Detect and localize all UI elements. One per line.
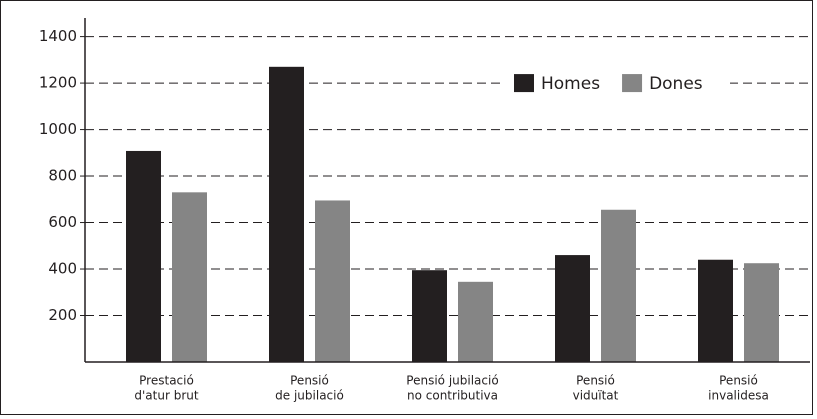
bar <box>601 209 636 362</box>
bar <box>458 281 493 362</box>
y-tick-label: 600 <box>48 213 77 231</box>
legend-label: Dones <box>649 74 703 94</box>
x-tick-label: de jubilació <box>275 389 344 403</box>
bar <box>126 150 161 362</box>
x-tick-label: Pensió jubilació <box>406 374 498 388</box>
bar <box>744 263 779 362</box>
y-tick-label: 200 <box>48 306 77 324</box>
legend-label: Homes <box>541 74 600 94</box>
y-tick-label: 800 <box>48 167 77 185</box>
x-tick-label: Pensió <box>290 374 329 388</box>
x-tick-label: d'atur brut <box>134 389 198 403</box>
bar <box>555 255 590 362</box>
legend-swatch <box>514 74 534 93</box>
x-tick-label: Pensió <box>719 374 758 388</box>
legend-background <box>500 69 730 98</box>
x-tick-label: no contributiva <box>407 389 498 403</box>
x-tick-label: Prestació <box>139 374 194 388</box>
bar <box>269 66 304 362</box>
y-tick-label: 1400 <box>39 27 77 45</box>
bar <box>172 192 207 362</box>
x-tick-label: Pensió <box>576 374 615 388</box>
legend-swatch <box>622 74 643 93</box>
bar <box>698 259 733 362</box>
y-tick-label: 400 <box>48 260 77 278</box>
y-tick-label: 1000 <box>39 120 77 138</box>
bar <box>315 200 350 362</box>
bar <box>412 270 447 362</box>
x-tick-label: viduïtat <box>573 389 619 403</box>
y-tick-label: 1200 <box>39 74 77 92</box>
x-tick-label: invalidesa <box>708 389 769 403</box>
